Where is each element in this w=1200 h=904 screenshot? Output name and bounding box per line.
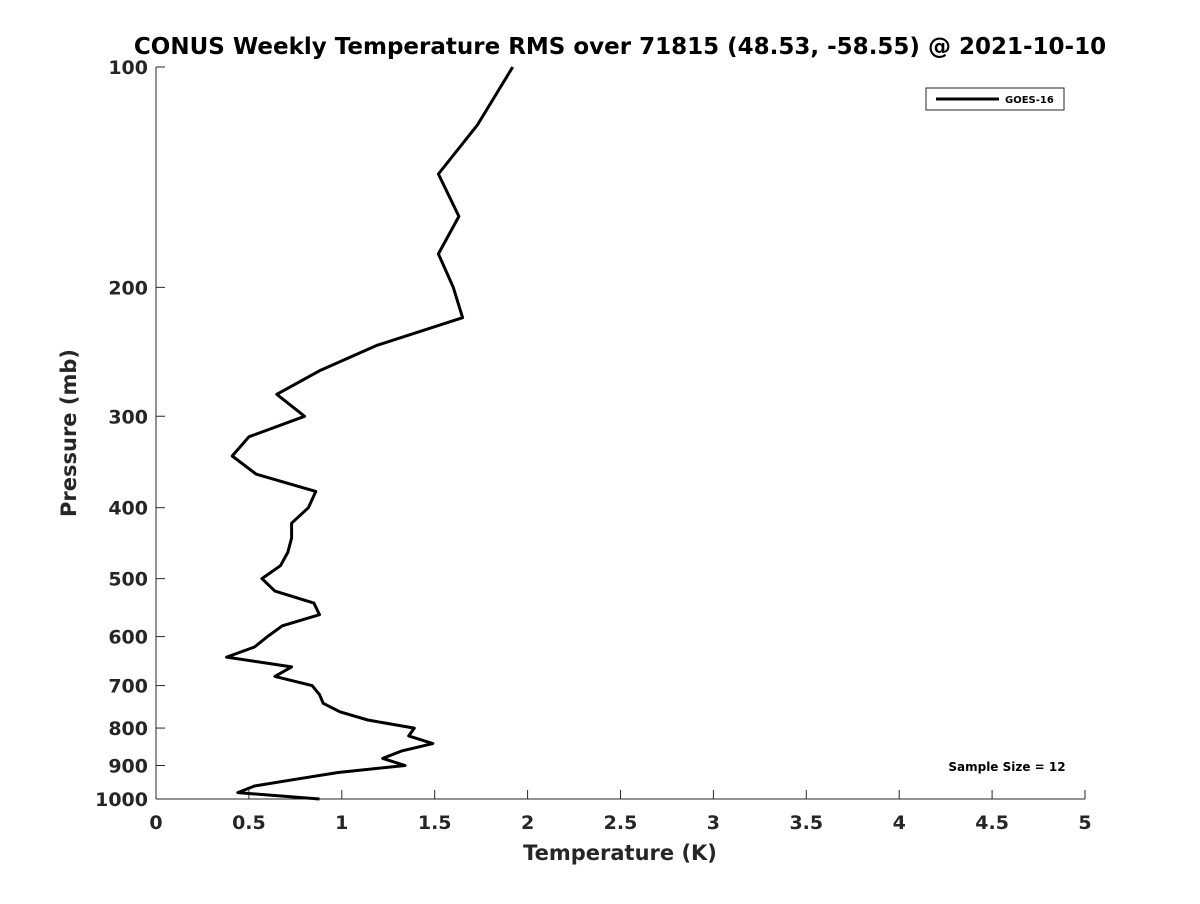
x-tick-label: 3.5	[789, 812, 823, 834]
x-tick-label: 3	[707, 812, 720, 834]
y-tick-label: 600	[108, 627, 148, 649]
y-tick-label: 700	[108, 676, 148, 698]
y-tick-label: 200	[108, 277, 148, 299]
chart-title: CONUS Weekly Temperature RMS over 71815 …	[134, 34, 1106, 60]
y-tick-label: 900	[108, 756, 148, 778]
y-tick-label: 500	[108, 569, 148, 591]
x-tick-label: 1	[335, 812, 348, 834]
y-tick-label: 400	[108, 498, 148, 520]
x-tick-label: 0	[149, 812, 162, 834]
series-layer	[225, 66, 514, 801]
x-tick-label: 1.5	[418, 812, 452, 834]
y-axis-label: Pressure (mb)	[57, 349, 81, 517]
x-tick-label: 4.5	[975, 812, 1009, 834]
y-tick-label: 300	[108, 406, 148, 428]
series-line-goes-16	[225, 66, 514, 801]
x-tick-label: 2	[521, 812, 534, 834]
y-tick-label: 100	[108, 57, 148, 79]
x-tick-label: 2.5	[604, 812, 638, 834]
x-ticks: 0 0.5 1 1.5 2 2.5 3 3.5 4 4.5 5	[149, 790, 1092, 834]
y-ticks: 100 200 300 400 500 600 700 800 900 1000	[95, 57, 165, 811]
sample-size-annotation: Sample Size = 12	[948, 760, 1065, 774]
legend: GOES-16	[925, 87, 1065, 111]
x-axis-label: Temperature (K)	[523, 841, 717, 865]
x-tick-label: 5	[1078, 812, 1091, 834]
y-tick-label: 800	[108, 718, 148, 740]
y-tick-label: 1000	[95, 789, 148, 811]
x-tick-label: 0.5	[232, 812, 266, 834]
legend-label: GOES-16	[1005, 95, 1054, 106]
axes	[155, 67, 1085, 800]
x-tick-label: 4	[893, 812, 906, 834]
